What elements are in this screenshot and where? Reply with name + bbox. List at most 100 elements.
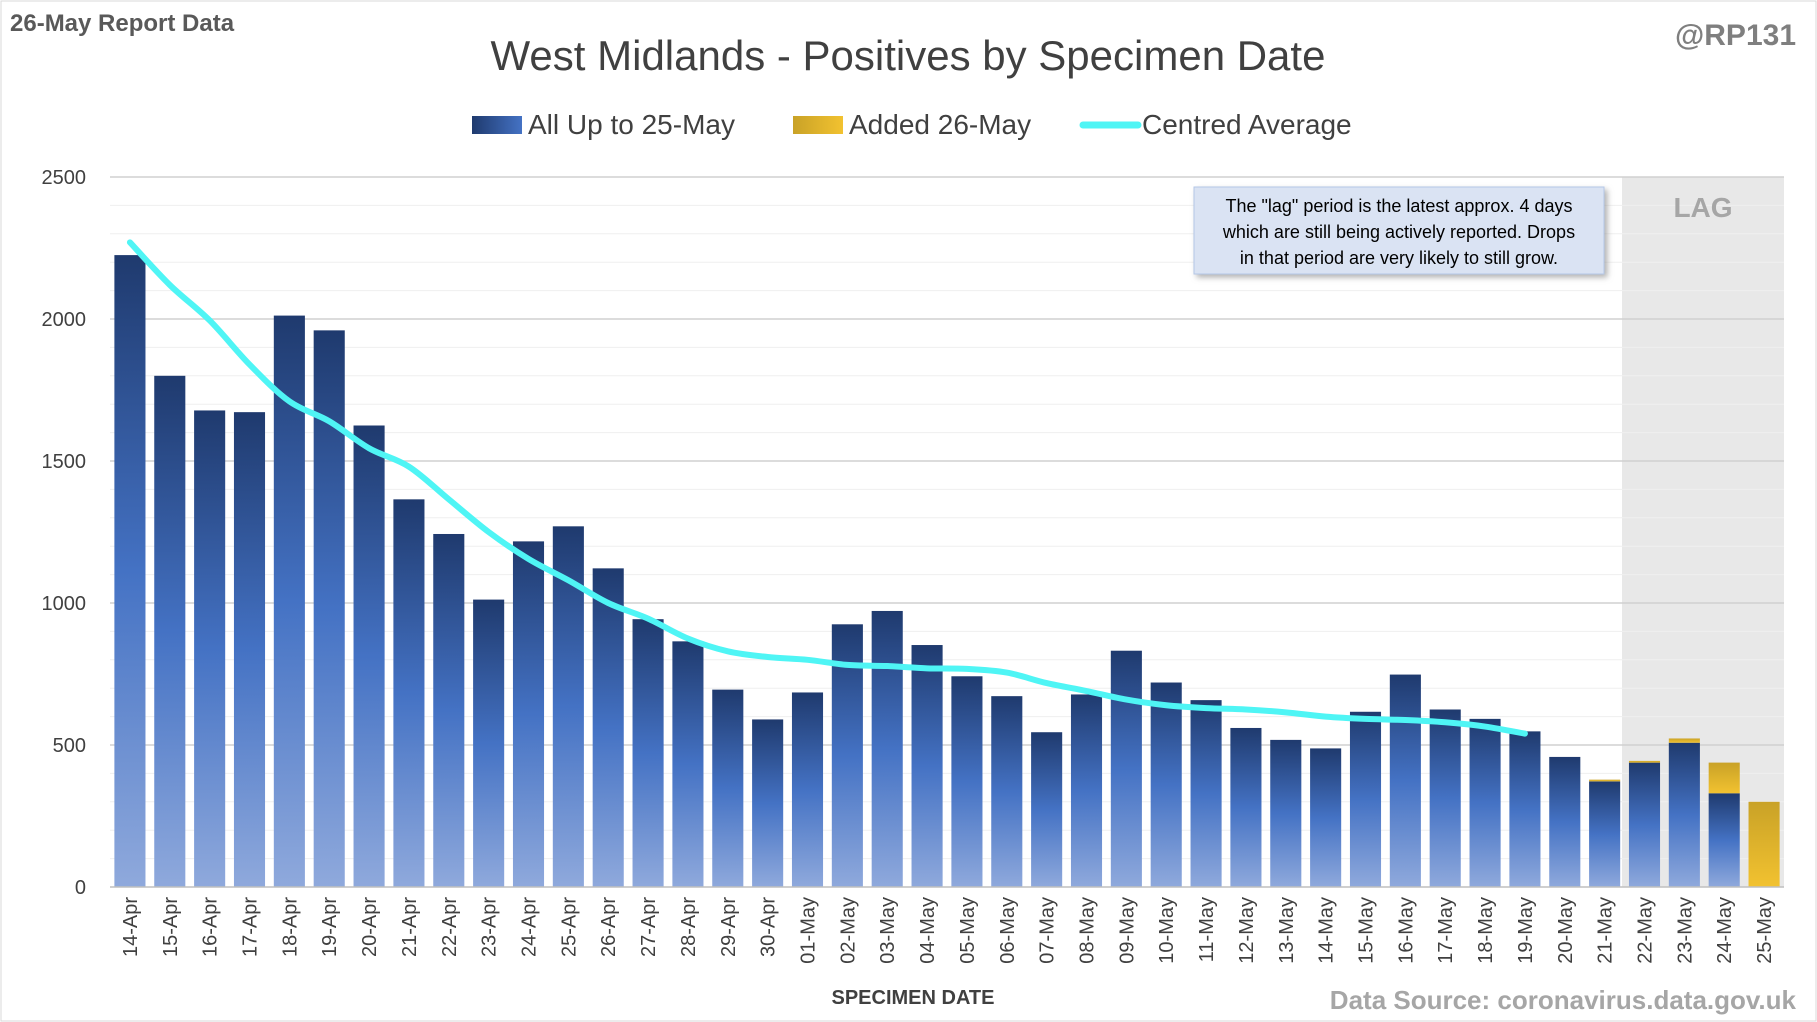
x-tick-label: 25-May: [1754, 897, 1776, 964]
x-tick-label: 06-May: [997, 897, 1019, 964]
x-tick-label: 22-Apr: [439, 897, 461, 957]
x-axis-title: SPECIMEN DATE: [832, 987, 995, 1009]
bar-added-22-May: [1628, 760, 1661, 763]
line-layer: [126, 239, 1528, 737]
bar-all-20-Apr: [353, 425, 385, 887]
bar-all-27-Apr: [632, 619, 664, 887]
y-tick-label: 2000: [42, 309, 87, 331]
legend-swatch-added: [793, 116, 843, 134]
x-tick-label: 22-May: [1635, 897, 1657, 964]
bar-all-14-Apr: [114, 255, 146, 888]
bar-all-09-May: [1110, 650, 1142, 887]
bar-all-10-May: [1150, 682, 1182, 887]
bar-added-24-May: [1708, 762, 1740, 794]
bar-all-15-May: [1349, 711, 1382, 887]
centred-average-line: [126, 239, 1528, 737]
x-tick-label: 23-Apr: [479, 897, 501, 957]
x-tick-label: 19-May: [1515, 897, 1537, 964]
legend-swatch-all: [472, 116, 522, 134]
bar-all-17-Apr: [233, 412, 266, 887]
bar-layer: [114, 255, 1780, 888]
x-tick-label: 14-Apr: [120, 897, 142, 957]
x-tick-label: 10-May: [1156, 897, 1178, 964]
bar-all-23-May: [1668, 742, 1700, 887]
x-tick-label: 18-May: [1475, 897, 1497, 964]
annotation-background: [1193, 186, 1605, 275]
bar-all-21-May: [1589, 781, 1621, 887]
bar-all-24-Apr: [512, 541, 545, 887]
bar-all-05-May: [951, 676, 983, 887]
bar-all-21-Apr: [393, 499, 425, 887]
x-tick-label: 24-Apr: [519, 897, 541, 957]
x-tick-label: 17-Apr: [240, 897, 262, 957]
bar-all-30-Apr: [752, 719, 784, 887]
x-tick-label: 20-May: [1555, 897, 1577, 964]
bar-all-12-May: [1230, 727, 1262, 887]
bar-all-18-Apr: [273, 315, 305, 887]
bar-all-14-May: [1310, 748, 1342, 887]
x-tick-label: 23-May: [1674, 897, 1696, 964]
annotation-line-1: The "lag" period is the latest approx. 4…: [1226, 196, 1573, 216]
annotation-box: The "lag" period is the latest approx. 4…: [1193, 186, 1605, 275]
x-tick-label: 17-May: [1435, 897, 1457, 964]
x-tick-label: 16-Apr: [200, 897, 222, 957]
bar-all-18-May: [1469, 718, 1501, 887]
x-tick-label: 08-May: [1077, 897, 1099, 964]
grid-layer: [110, 176, 1784, 860]
x-tick-label: 26-Apr: [598, 897, 620, 957]
y-axis-ticks: 0 500 1000 1500 2000 2500: [42, 167, 87, 899]
x-tick-label: 24-May: [1714, 897, 1736, 964]
report-label: 26-May Report Data: [10, 10, 235, 37]
x-tick-label: 02-May: [837, 897, 859, 964]
x-tick-label: 01-May: [798, 897, 820, 964]
x-axis-ticks: 14-Apr 15-Apr 16-Apr 17-Apr 18-Apr 19-Apr 20-A…: [120, 897, 1776, 964]
bar-all-24-May: [1708, 793, 1740, 887]
bar-all-23-Apr: [473, 599, 505, 887]
bar-added-21-May: [1589, 779, 1621, 782]
bar-all-16-May: [1389, 674, 1421, 887]
y-tick-label: 500: [53, 735, 86, 757]
x-tick-label: 27-Apr: [638, 897, 660, 957]
x-tick-label: 11-May: [1196, 897, 1218, 962]
lag-label: LAG: [1673, 192, 1732, 223]
bar-all-26-Apr: [592, 568, 624, 887]
bar-all-16-Apr: [194, 410, 226, 887]
bar-all-22-Apr: [433, 533, 465, 887]
x-tick-label: 29-Apr: [718, 897, 740, 957]
x-tick-label: 14-May: [1316, 897, 1338, 964]
legend-label-average: Centred Average: [1142, 109, 1352, 140]
legend-label-all: All Up to 25-May: [528, 109, 735, 140]
x-tick-label: 18-Apr: [279, 897, 301, 957]
handle: @RP131: [1675, 19, 1796, 52]
x-tick-label: 07-May: [1037, 897, 1059, 964]
bar-all-22-May: [1628, 762, 1661, 887]
bar-added-25-May: [1748, 801, 1780, 887]
x-tick-label: 12-May: [1236, 897, 1258, 964]
y-tick-label: 2500: [42, 167, 87, 189]
legend-label-added: Added 26-May: [849, 109, 1031, 140]
x-tick-label: 09-May: [1116, 897, 1138, 964]
x-tick-label: 19-Apr: [319, 897, 341, 957]
bar-added-23-May: [1668, 738, 1700, 743]
x-tick-label: 04-May: [917, 897, 939, 964]
bar-all-20-May: [1549, 756, 1581, 887]
y-tick-label: 0: [75, 877, 86, 899]
x-tick-label: 05-May: [957, 897, 979, 964]
x-tick-label: 28-Apr: [678, 897, 700, 957]
x-tick-label: 13-May: [1276, 897, 1298, 964]
x-tick-label: 21-Apr: [399, 897, 421, 957]
x-tick-label: 03-May: [877, 897, 899, 964]
bar-all-01-May: [791, 692, 824, 887]
x-tick-label: 16-May: [1395, 897, 1417, 964]
bar-all-19-May: [1509, 731, 1541, 887]
chart-title: West Midlands - Positives by Specimen Da…: [491, 32, 1326, 79]
bar-all-28-Apr: [672, 641, 704, 887]
x-tick-label: 30-Apr: [758, 897, 780, 957]
bar-all-07-May: [1031, 732, 1063, 887]
x-tick-label: 15-Apr: [160, 897, 182, 957]
bar-all-11-May: [1190, 700, 1222, 887]
data-source: Data Source: coronavirus.data.gov.uk: [1330, 985, 1797, 1015]
annotation-line-3: in that period are very likely to still …: [1240, 248, 1558, 268]
